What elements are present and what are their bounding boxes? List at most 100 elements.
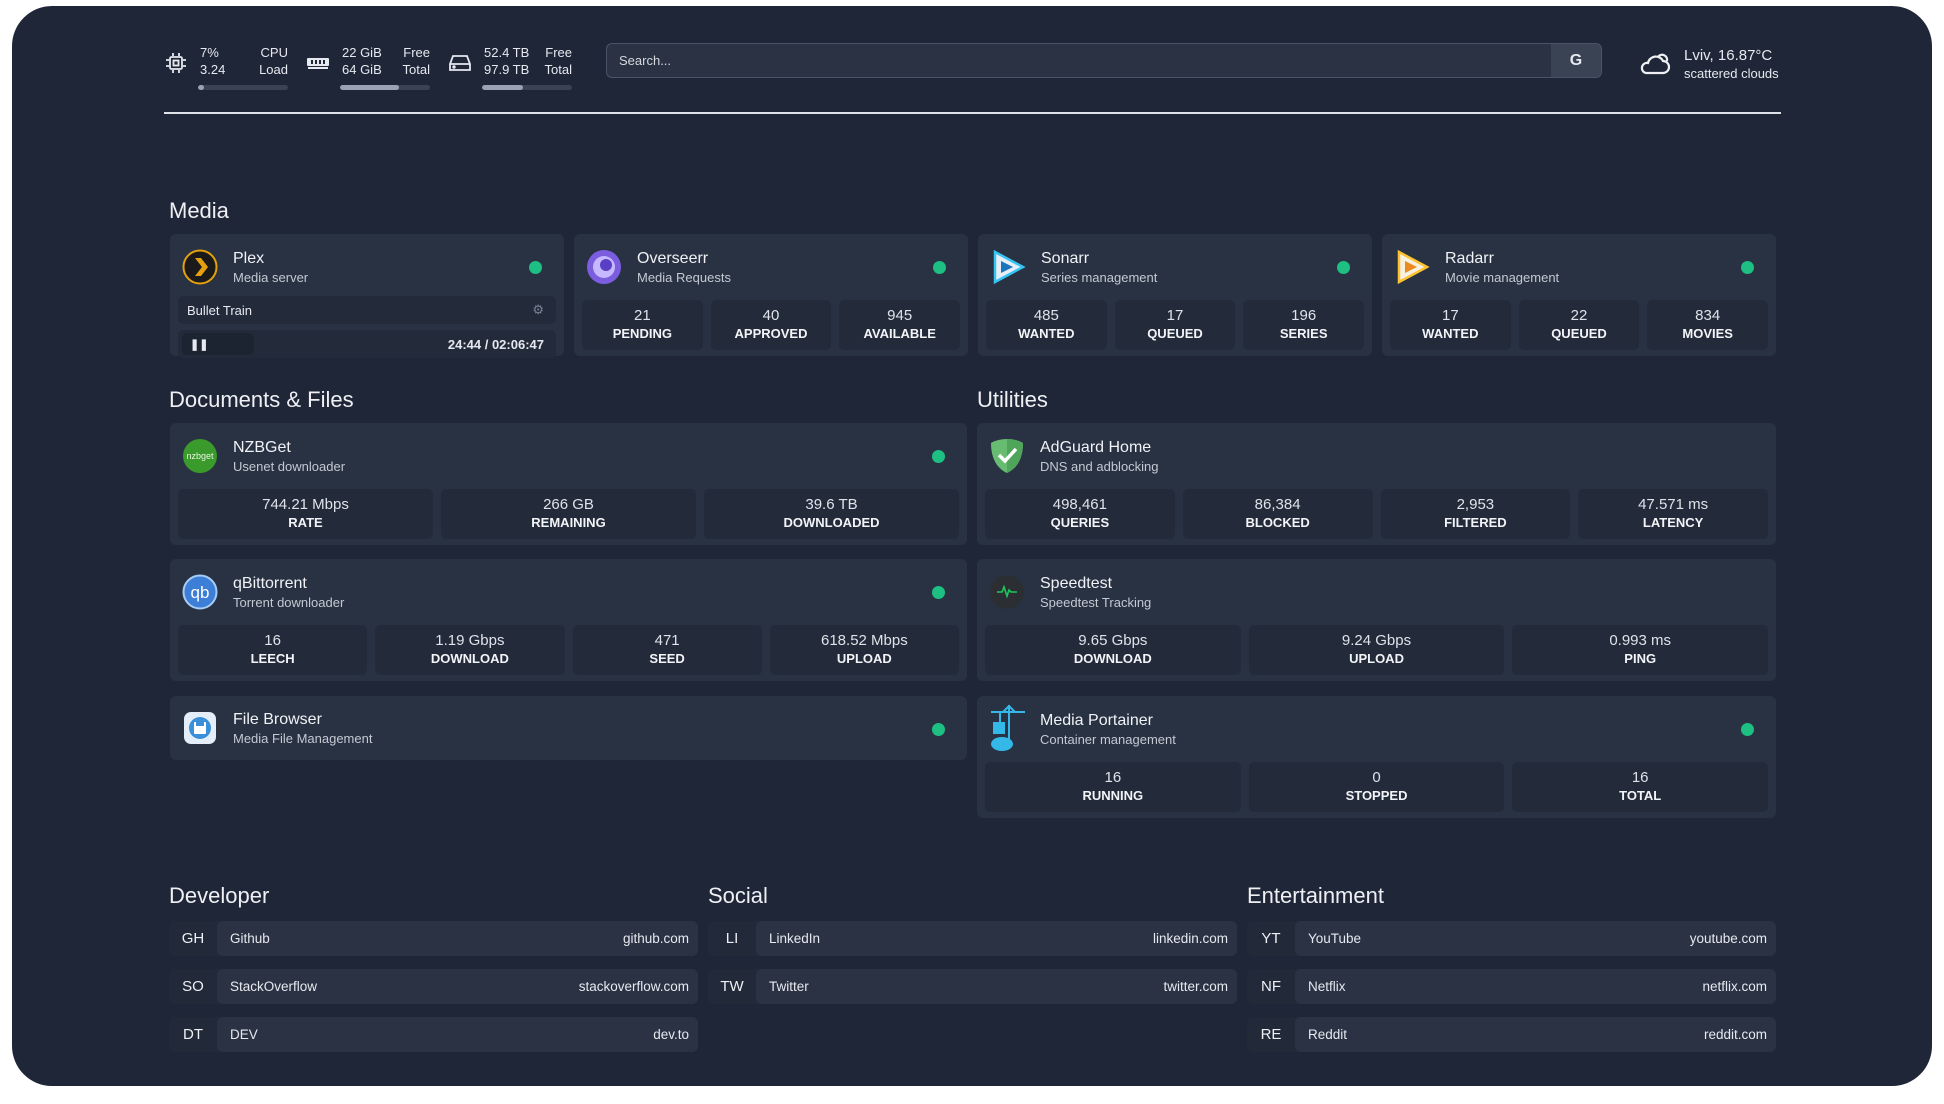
stat-upload: 618.52 Mbps Upload <box>769 625 959 675</box>
bookmark-name: YouTube <box>1308 931 1362 946</box>
stat-wanted: 485 Wanted <box>986 300 1107 350</box>
bookmark-group-title: Developer <box>169 883 270 908</box>
nzbget-icon: nzbget <box>182 438 218 474</box>
service-description: DNS and adblocking <box>1040 458 1159 474</box>
search-input[interactable] <box>607 44 1551 77</box>
playback-time: 24:44 / 02:06:47 <box>447 336 544 352</box>
bookmark-url: reddit.com <box>1703 1027 1767 1042</box>
service-card-speedtest[interactable]: Speedtest Speedtest Tracking 9.65 Gbps Dow… <box>977 559 1776 681</box>
plex-icon <box>182 249 218 285</box>
search-engine-button[interactable]: G <box>1551 44 1601 77</box>
cpu-load: 3.24 <box>200 62 226 77</box>
bookmark-url: twitter.com <box>1163 979 1228 994</box>
status-online-dot <box>1741 261 1754 274</box>
service-name: Plex <box>233 249 265 267</box>
service-name: Radarr <box>1445 249 1494 267</box>
service-description: Usenet downloader <box>233 458 346 474</box>
file-browser-icon <box>182 710 218 746</box>
stat-running: 16 Running <box>985 762 1241 812</box>
stat-download: 1.19 Gbps Download <box>375 625 565 675</box>
free-label: Free <box>545 45 572 60</box>
weather-widget: Lviv, 16.87°C scattered clouds <box>1638 46 1779 82</box>
stat-pending: 21 Pending <box>582 300 703 350</box>
service-name: Media Portainer <box>1040 711 1153 729</box>
bookmark-name: StackOverflow <box>230 979 318 994</box>
bookmark-reddit[interactable]: RE Reddit reddit.com <box>1247 1017 1776 1052</box>
usage-bar-fill <box>198 85 205 90</box>
service-card-portainer[interactable]: Media Portainer Container management 16 Ru… <box>977 696 1776 818</box>
status-online-dot <box>529 261 542 274</box>
stat-filtered: 2,953 Filtered <box>1380 489 1571 539</box>
bookmark-abbr: DT <box>183 1026 203 1043</box>
bookmark-group-social: Social LI LinkedIn linkedin.com TW Twitter t… <box>708 883 1237 1017</box>
status-online-dot <box>933 261 946 274</box>
service-name: Speedtest <box>1040 574 1113 592</box>
qbittorrent-icon: qb <box>182 574 218 610</box>
service-card-plex[interactable]: Plex Media server Bullet Train ⚙ ❚❚ 24:44 /… <box>170 234 564 358</box>
playback-bar: ❚❚ 24:44 / 02:06:47 <box>178 330 556 358</box>
bookmark-youtube[interactable]: YT YouTube youtube.com <box>1247 921 1776 956</box>
total-label: Total <box>544 62 572 77</box>
bookmark-abbr: GH <box>181 930 205 947</box>
disk-free: 52.4 TB <box>484 45 530 60</box>
stat-remaining: 266 GB Remaining <box>441 489 696 539</box>
bookmark-group-title: Social <box>708 883 768 908</box>
status-online-dot <box>1337 261 1350 274</box>
stat-queued: 17 Queued <box>1114 300 1236 350</box>
service-description: Container management <box>1040 731 1176 747</box>
status-online-dot <box>932 723 945 736</box>
bookmark-name: Github <box>230 931 270 946</box>
bookmark-twitter[interactable]: TW Twitter twitter.com <box>708 969 1237 1004</box>
cpu-values: 7% 3.24 <box>200 44 225 78</box>
bookmark-abbr: NF <box>1261 978 1281 995</box>
bookmark-name: Twitter <box>769 979 809 994</box>
service-card-sonarr[interactable]: Sonarr Series management 485 Wanted 17 Queue… <box>978 234 1372 356</box>
service-card-overseerr[interactable]: Overseerr Media Requests 21 Pending 40 Appro… <box>574 234 968 356</box>
service-card-qbittorrent[interactable]: qb qBittorrent Torrent downloader 16 Leech… <box>170 559 967 681</box>
stream-settings-icon[interactable]: ⚙ <box>532 302 544 317</box>
bookmark-name: Netflix <box>1308 979 1346 994</box>
stat-blocked: 86,384 Blocked <box>1182 489 1373 539</box>
bookmark-url: youtube.com <box>1689 931 1767 946</box>
stat-stopped: 0 Stopped <box>1248 762 1505 812</box>
service-card-adguard[interactable]: AdGuard Home DNS and adblocking 498,461 Qu… <box>977 423 1776 545</box>
service-card-nzbget[interactable]: nzbget NZBGet Usenet downloader 744.21 Mb… <box>170 423 967 545</box>
service-description: Torrent downloader <box>233 594 345 610</box>
memory-icon <box>306 51 330 75</box>
bookmark-stackoverflow[interactable]: SO StackOverflow stackoverflow.com <box>169 969 698 1004</box>
ram-free: 22 GiB <box>342 45 382 60</box>
bookmark-abbr: RE <box>1260 1026 1282 1043</box>
bookmark-github[interactable]: GH Github github.com <box>169 921 698 956</box>
service-name: Overseerr <box>637 249 709 267</box>
bookmark-url: dev.to <box>653 1027 689 1042</box>
free-label: Free <box>403 45 430 60</box>
status-online-dot <box>932 586 945 599</box>
hard-drive-icon <box>448 51 472 75</box>
overseerr-icon <box>586 249 622 285</box>
bookmark-netflix[interactable]: NF Netflix netflix.com <box>1247 969 1776 1004</box>
bookmark-dev[interactable]: DT DEV dev.to <box>169 1017 698 1052</box>
bookmark-name: DEV <box>230 1027 258 1042</box>
sonarr-icon <box>990 249 1026 285</box>
disk-widget: 52.4 TB 97.9 TB Free Total <box>448 44 572 90</box>
stat-available: 945 Available <box>839 300 961 350</box>
pause-button[interactable]: ❚❚ <box>182 333 254 355</box>
stat-wanted: 17 Wanted <box>1390 300 1511 350</box>
status-online-dot <box>932 450 945 463</box>
cpu-icon <box>164 51 188 75</box>
service-card-file-browser[interactable]: File Browser Media File Management <box>170 696 967 760</box>
speedtest-pulse-icon <box>989 574 1025 610</box>
service-card-radarr[interactable]: Radarr Movie management 17 Wanted 22 Queued 8… <box>1382 234 1776 356</box>
header-divider <box>164 112 1781 114</box>
usage-bar-fill <box>340 85 400 90</box>
radarr-icon <box>1394 249 1430 285</box>
weather-description: scattered clouds <box>1684 66 1779 81</box>
service-description: Series management <box>1041 269 1158 285</box>
svg-text:nzbget: nzbget <box>186 451 214 461</box>
memory-widget: 22 GiB 64 GiB Free Total <box>306 44 430 90</box>
bookmark-name: LinkedIn <box>769 931 821 946</box>
bookmark-linkedin[interactable]: LI LinkedIn linkedin.com <box>708 921 1237 956</box>
bookmark-url: netflix.com <box>1702 979 1767 994</box>
bookmark-url: stackoverflow.com <box>578 979 689 994</box>
stat-latency: 47.571 ms Latency <box>1578 489 1768 539</box>
